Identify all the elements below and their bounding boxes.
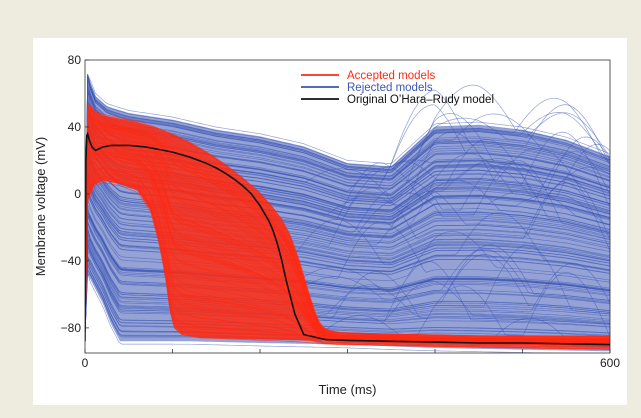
x-axis-title: Time (ms) (318, 382, 376, 397)
membrane-voltage-chart: 80 40 0 −40 −80 0 600 Time (ms) Membrane volt… (33, 53, 620, 397)
accepted-trace-line (85, 177, 610, 349)
accepted-trace-line (85, 168, 610, 350)
x-tick-label: 600 (600, 356, 620, 370)
accepted-trace-line (85, 151, 610, 344)
rejected-trace-line (85, 75, 610, 337)
legend-label: Original O’Hara–Rudy model (347, 94, 494, 106)
y-tick-label: 40 (68, 120, 82, 134)
rejected-trace-line (85, 74, 610, 337)
y-tick-label: 80 (68, 53, 82, 67)
y-tick-label: −80 (61, 321, 82, 335)
y-axis-title: Membrane voltage (mV) (33, 137, 48, 276)
accepted-trace-line (85, 179, 610, 348)
trace-layer (85, 74, 610, 353)
accepted-trace-line (85, 115, 610, 341)
accepted-band (85, 103, 610, 347)
rejected-trace-line (85, 74, 610, 337)
legend-label: Accepted models (347, 70, 435, 82)
legend-label: Rejected models (347, 82, 433, 94)
x-axis: 0 600 (82, 349, 620, 370)
accepted-trace-line (85, 142, 610, 342)
x-tick-label: 0 (82, 356, 89, 370)
accepted-trace-line (85, 143, 610, 346)
accepted-trace-line (85, 141, 610, 341)
y-tick-label: 0 (74, 187, 81, 201)
rejected-trace-line (85, 80, 610, 337)
rejected-trace-line (85, 256, 610, 337)
rejected-trace-line (85, 87, 610, 337)
accepted-trace-line (85, 113, 610, 338)
accepted-trace-line (85, 121, 610, 340)
figure-panel: 80 40 0 −40 −80 0 600 Time (ms) Membrane volt… (33, 38, 627, 405)
rejected-trace-line (85, 74, 610, 337)
y-tick-label: −40 (61, 254, 82, 268)
rejected-trace-line (85, 258, 610, 337)
original-model-line (85, 131, 610, 346)
rejected-trace-line (85, 74, 610, 337)
y-axis: 80 40 0 −40 −80 (61, 53, 89, 335)
